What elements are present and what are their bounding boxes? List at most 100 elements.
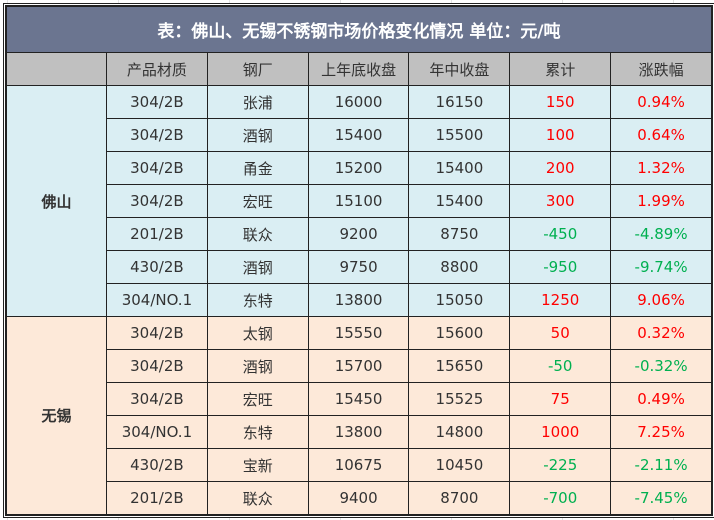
cumulative-cell: -50 [509, 349, 612, 383]
midyear-close-cell: 8700 [408, 481, 511, 515]
mill-cell: 酒钢 [206, 250, 309, 284]
cumulative-cell: 75 [509, 382, 612, 416]
header-cell-cumulative: 累计 [509, 52, 612, 86]
change-pct-cell: 0.32% [610, 316, 712, 350]
midyear-close-cell: 15600 [408, 316, 511, 350]
change-pct-cell: 0.64% [610, 118, 712, 152]
change-pct-cell: -4.89% [610, 217, 712, 251]
last-year-close-cell: 15400 [307, 118, 410, 152]
table-row: 304/2B 宏旺 15450 15525 75 0.49% [7, 382, 712, 416]
cumulative-cell: 1250 [509, 283, 612, 317]
change-pct-cell: 1.99% [610, 184, 712, 218]
change-pct-cell: 7.25% [610, 415, 712, 449]
midyear-close-cell: 15050 [408, 283, 511, 317]
change-pct-cell: -9.74% [610, 250, 712, 284]
change-pct-cell: -0.32% [610, 349, 712, 383]
midyear-close-cell: 15400 [408, 184, 511, 218]
mill-cell: 联众 [206, 481, 309, 515]
cumulative-cell: 1000 [509, 415, 612, 449]
cumulative-cell: -700 [509, 481, 612, 515]
table-row: 无锡 304/2B 太钢 15550 15600 50 0.32% [6, 316, 712, 515]
table-row: 304/2B 酒钢 15700 15650 -50 -0.32% [7, 349, 712, 383]
last-year-close-cell: 15700 [307, 349, 410, 383]
header-cell-mill: 钢厂 [206, 52, 309, 86]
change-pct-cell: 9.06% [610, 283, 712, 317]
midyear-close-cell: 8750 [408, 217, 511, 251]
material-cell: 430/2B [106, 250, 208, 284]
table-row: 201/2B 联众 9400 8700 -700 -7.45% [7, 481, 712, 515]
price-table-container: 表：佛山、无锡不锈钢市场价格变化情况 单位：元/吨 产品材质 钢厂 上年底收盘 … [3, 3, 714, 518]
mill-cell: 宝新 [206, 448, 309, 482]
mill-cell: 太钢 [206, 316, 309, 350]
last-year-close-cell: 16000 [307, 85, 410, 119]
material-cell: 304/2B [106, 316, 208, 350]
title-row: 表：佛山、无锡不锈钢市场价格变化情况 单位：元/吨 [6, 6, 712, 53]
header-cell-last-year-close: 上年底收盘 [307, 52, 410, 86]
midyear-close-cell: 15650 [408, 349, 511, 383]
table-row: 201/2B 联众 9200 8750 -450 -4.89% [7, 217, 712, 251]
last-year-close-cell: 15450 [307, 382, 410, 416]
region-cell: 无锡 [6, 316, 107, 515]
material-cell: 304/2B [106, 118, 208, 152]
last-year-close-cell: 9750 [307, 250, 410, 284]
table-row: 304/NO.1 东特 13800 14800 1000 7.25% [7, 415, 712, 449]
header-cell-material: 产品材质 [106, 52, 208, 86]
last-year-close-cell: 10675 [307, 448, 410, 482]
midyear-close-cell: 8800 [408, 250, 511, 284]
region-cell: 佛山 [6, 85, 107, 317]
midyear-close-cell: 14800 [408, 415, 511, 449]
material-cell: 304/NO.1 [106, 415, 208, 449]
mill-cell: 酒钢 [206, 118, 309, 152]
table-row: 430/2B 酒钢 9750 8800 -950 -9.74% [7, 250, 712, 284]
midyear-close-cell: 10450 [408, 448, 511, 482]
mill-cell: 张浦 [206, 85, 309, 119]
cumulative-cell: 200 [509, 151, 612, 185]
cumulative-cell: 100 [509, 118, 612, 152]
mill-cell: 联众 [206, 217, 309, 251]
change-pct-cell: 1.32% [610, 151, 712, 185]
last-year-close-cell: 9200 [307, 217, 410, 251]
table-row: 430/2B 宝新 10675 10450 -225 -2.11% [7, 448, 712, 482]
material-cell: 201/2B [106, 217, 208, 251]
material-cell: 304/2B [106, 151, 208, 185]
material-cell: 304/NO.1 [106, 283, 208, 317]
material-cell: 304/2B [106, 349, 208, 383]
material-cell: 304/2B [106, 382, 208, 416]
table-row: 304/2B 甬金 15200 15400 200 1.32% [7, 151, 712, 185]
midyear-close-cell: 15525 [408, 382, 511, 416]
change-pct-cell: -2.11% [610, 448, 712, 482]
last-year-close-cell: 9400 [307, 481, 410, 515]
price-table: 表：佛山、无锡不锈钢市场价格变化情况 单位：元/吨 产品材质 钢厂 上年底收盘 … [6, 6, 712, 515]
cumulative-cell: -950 [509, 250, 612, 284]
header-row: 产品材质 钢厂 上年底收盘 年中收盘 累计 涨跌幅 [6, 52, 712, 86]
cumulative-cell: 300 [509, 184, 612, 218]
midyear-close-cell: 15400 [408, 151, 511, 185]
table-row: 304/NO.1 东特 13800 15050 1250 9.06% [7, 283, 712, 317]
midyear-close-cell: 16150 [408, 85, 511, 119]
last-year-close-cell: 15200 [307, 151, 410, 185]
material-cell: 430/2B [106, 448, 208, 482]
last-year-close-cell: 13800 [307, 415, 410, 449]
last-year-close-cell: 15550 [307, 316, 410, 350]
cumulative-cell: -450 [509, 217, 612, 251]
table-row: 304/2B 酒钢 15400 15500 100 0.64% [7, 118, 712, 152]
cumulative-cell: 50 [509, 316, 612, 350]
table-row: 佛山 304/2B 张浦 16000 16150 150 0.94% [6, 85, 712, 317]
mill-cell: 酒钢 [206, 349, 309, 383]
material-cell: 304/2B [106, 184, 208, 218]
change-pct-cell: -7.45% [610, 481, 712, 515]
last-year-close-cell: 13800 [307, 283, 410, 317]
mill-cell: 宏旺 [206, 184, 309, 218]
material-cell: 201/2B [106, 481, 208, 515]
mill-cell: 东特 [206, 283, 309, 317]
header-cell-midyear-close: 年中收盘 [408, 52, 511, 86]
mill-cell: 甬金 [206, 151, 309, 185]
cumulative-cell: 150 [509, 85, 612, 119]
cumulative-cell: -225 [509, 448, 612, 482]
table-row: 304/2B 宏旺 15100 15400 300 1.99% [7, 184, 712, 218]
header-cell-change-pct: 涨跌幅 [610, 52, 712, 86]
mill-cell: 宏旺 [206, 382, 309, 416]
material-cell: 304/2B [106, 85, 208, 119]
change-pct-cell: 0.49% [610, 382, 712, 416]
last-year-close-cell: 15100 [307, 184, 410, 218]
